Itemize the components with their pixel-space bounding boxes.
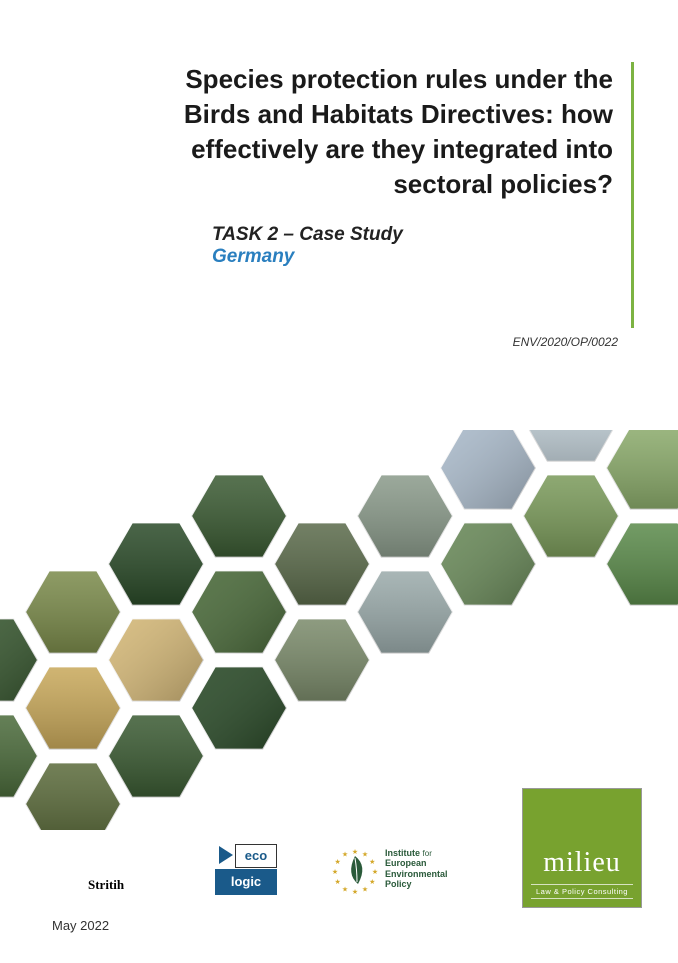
publication-date: May 2022 (52, 918, 109, 933)
stritih-logo: Stritih (88, 877, 124, 893)
svg-text:★: ★ (352, 888, 358, 896)
country-name: Germany (212, 246, 613, 268)
ieep-line2: European (385, 858, 427, 868)
ieep-text: Institute for European Environmental Pol… (385, 848, 448, 889)
svg-text:★: ★ (342, 885, 348, 893)
svg-text:★: ★ (369, 858, 375, 866)
reference-code: ENV/2020/OP/0022 (513, 335, 618, 349)
task-label: TASK 2 – Case Study (212, 224, 613, 246)
ecologic-logo: eco logic (205, 842, 277, 900)
ieep-line1: Institute (385, 848, 420, 858)
ieep-line3: Environmental (385, 869, 448, 879)
ecologic-logic-text: logic (215, 869, 277, 895)
svg-text:★: ★ (335, 878, 341, 886)
svg-text:★: ★ (362, 885, 368, 893)
svg-text:★: ★ (332, 868, 338, 876)
logos-row: Stritih eco logic ★★★★★★★★★★★★ Institute… (0, 818, 678, 908)
svg-text:★: ★ (362, 851, 368, 859)
ieep-for: for (423, 849, 432, 858)
svg-text:★: ★ (342, 851, 348, 859)
svg-text:★: ★ (352, 848, 358, 856)
milieu-name-text: milieu (523, 847, 641, 879)
milieu-logo: milieu Law & Policy Consulting (522, 788, 642, 908)
ecologic-triangle-icon (219, 846, 233, 864)
ieep-leaf-stars-icon: ★★★★★★★★★★★★ (330, 846, 380, 896)
ieep-line4: Policy (385, 879, 412, 889)
ecologic-eco-text: eco (235, 844, 277, 868)
ieep-logo: ★★★★★★★★★★★★ Institute for European Envi… (330, 844, 450, 902)
milieu-tagline: Law & Policy Consulting (531, 884, 633, 899)
subtitle-block: TASK 2 – Case Study Germany (154, 224, 613, 268)
svg-text:★: ★ (369, 878, 375, 886)
title-block: Species protection rules under the Birds… (154, 62, 634, 328)
svg-text:★: ★ (372, 868, 378, 876)
svg-text:★: ★ (335, 858, 341, 866)
hexagon-nature-graphic (0, 430, 678, 790)
document-title: Species protection rules under the Birds… (154, 62, 613, 202)
